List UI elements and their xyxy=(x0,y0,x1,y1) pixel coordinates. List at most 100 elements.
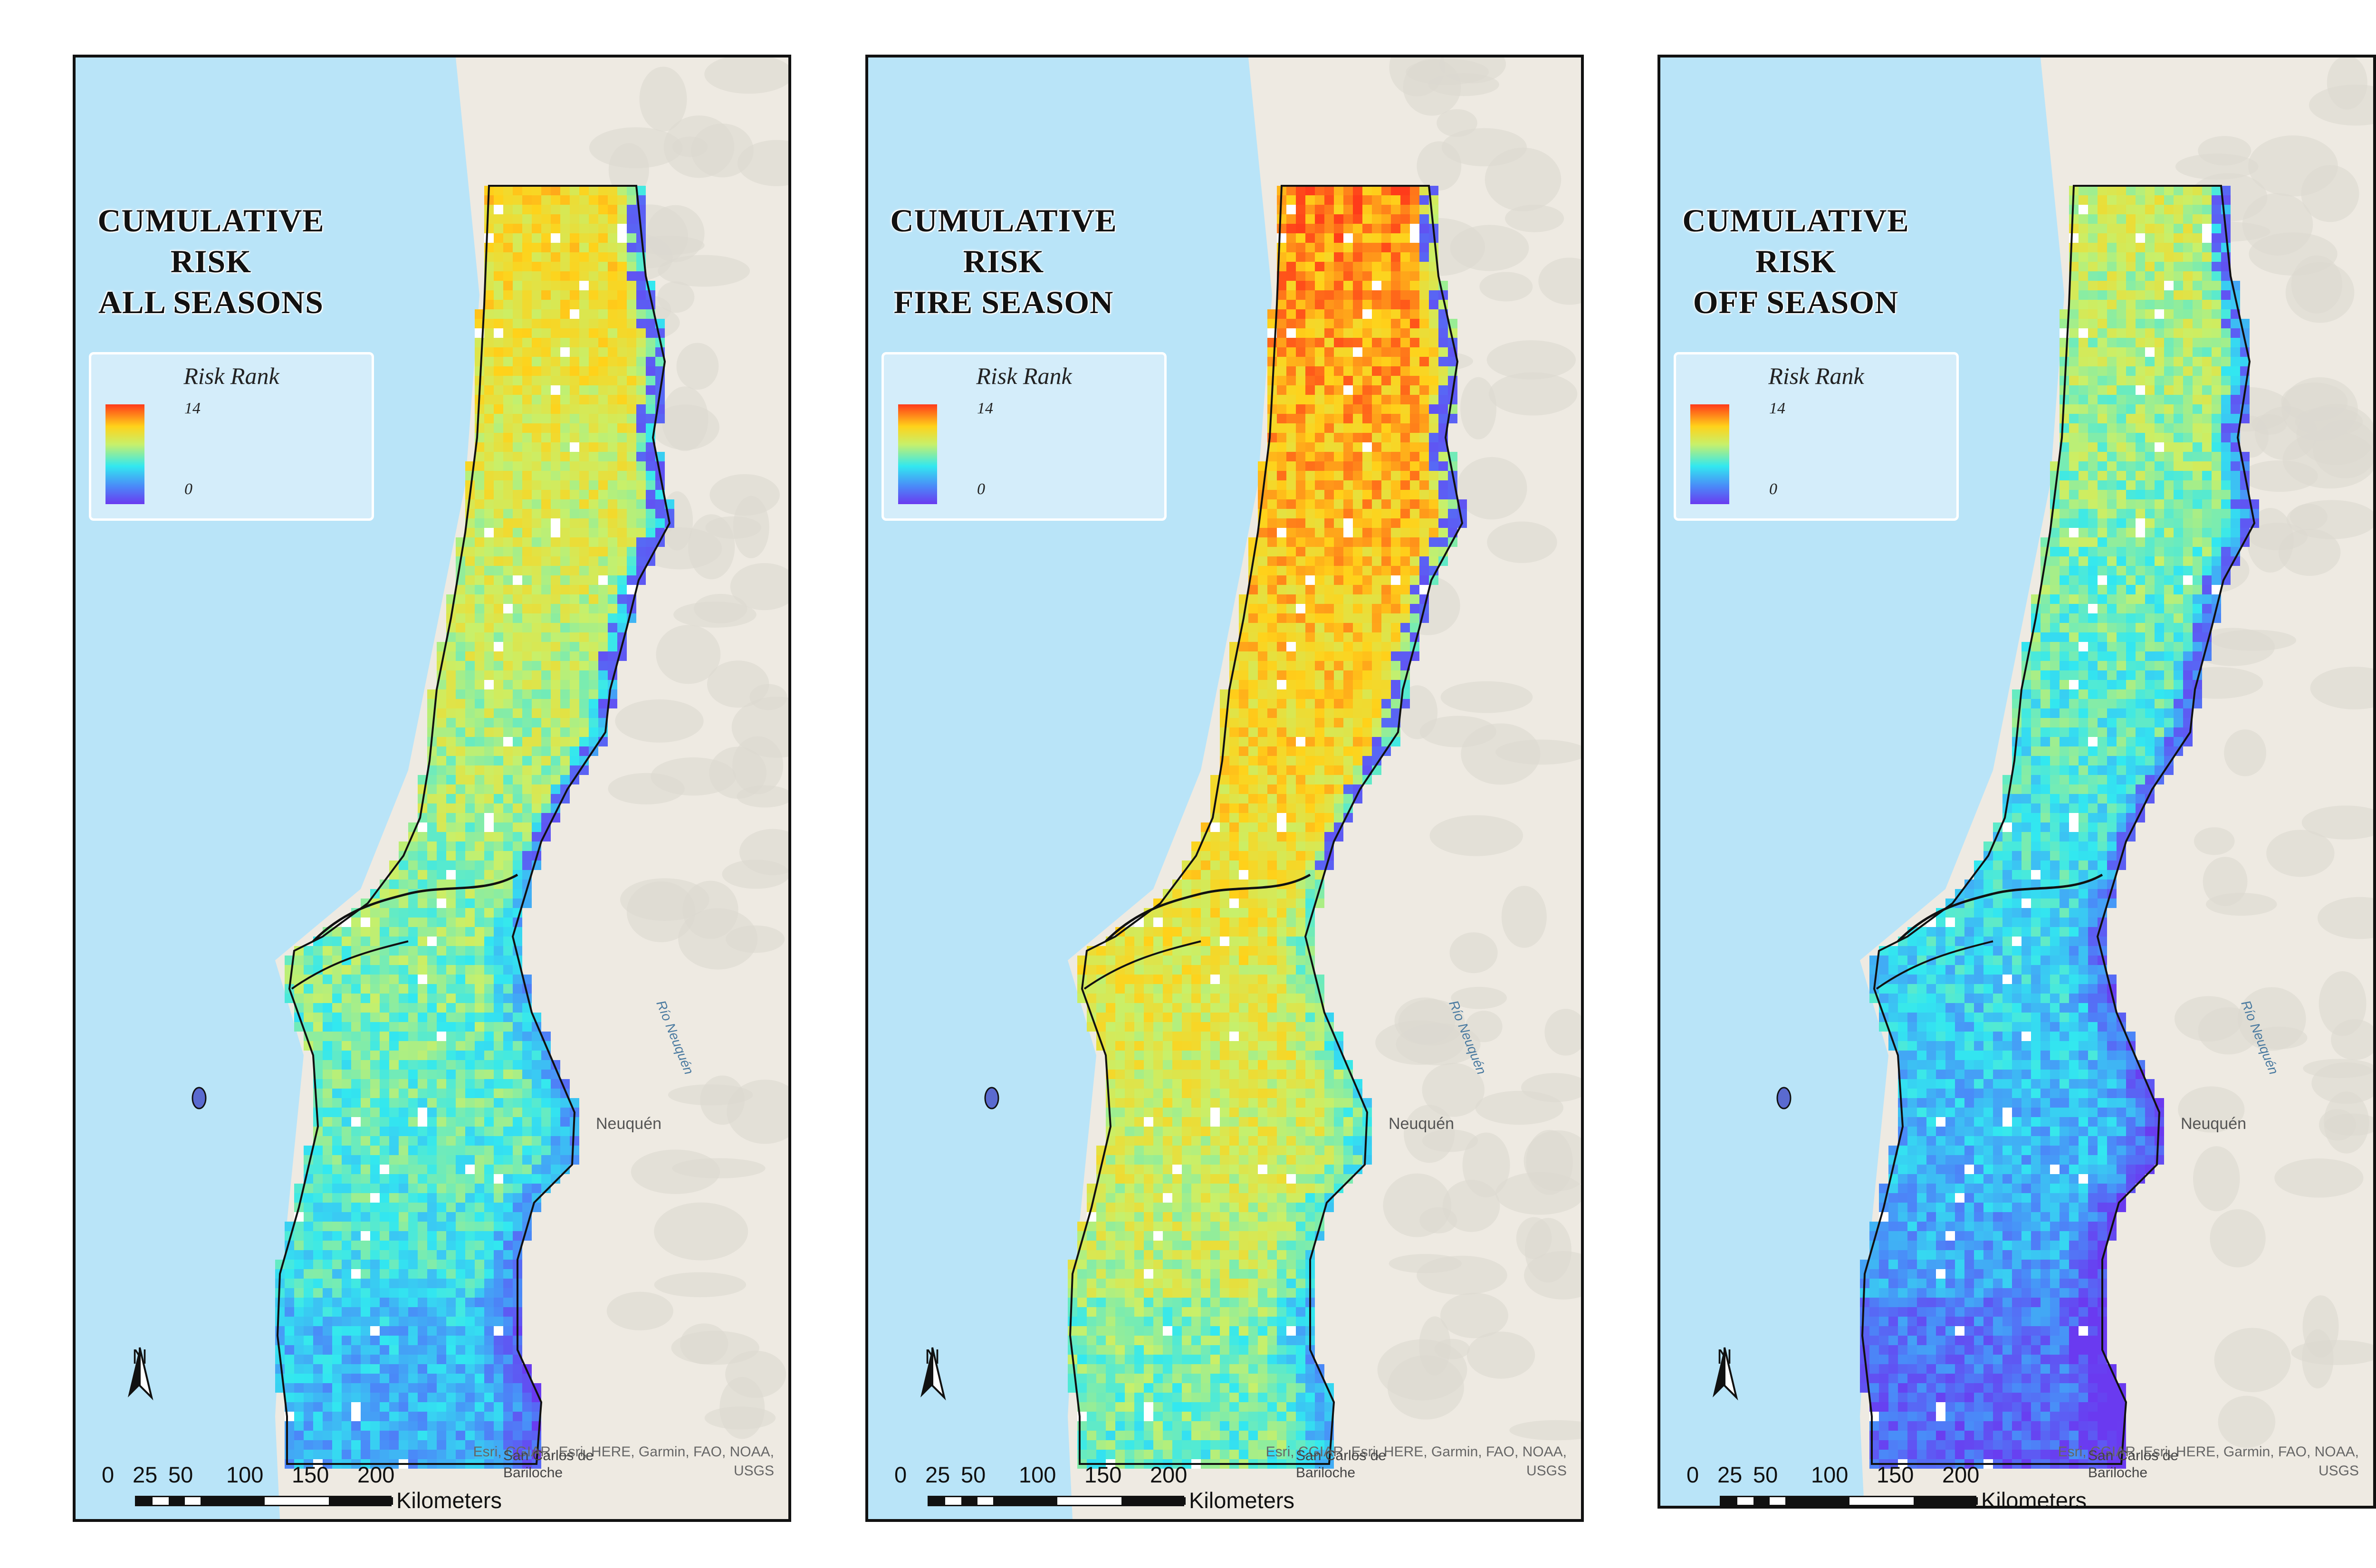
risk-cell xyxy=(1277,1003,1286,1013)
risk-cell xyxy=(332,1108,342,1117)
risk-cell xyxy=(1391,509,1400,518)
risk-cell xyxy=(465,699,475,708)
risk-cell xyxy=(1305,841,1315,851)
risk-cell xyxy=(1353,404,1362,414)
risk-cell xyxy=(1410,613,1419,623)
risk-cell xyxy=(560,328,570,338)
risk-cell xyxy=(1163,1022,1172,1032)
risk-cell xyxy=(351,1241,361,1250)
risk-cell xyxy=(1324,632,1334,642)
risk-cell xyxy=(503,433,513,442)
risk-cell xyxy=(1229,946,1239,956)
risk-cell xyxy=(1229,718,1239,727)
risk-cell xyxy=(313,1250,323,1260)
risk-cell xyxy=(1419,205,1429,214)
risk-cell xyxy=(446,1098,456,1108)
risk-cell xyxy=(446,1165,456,1174)
risk-cell xyxy=(380,1184,389,1193)
risk-cell xyxy=(465,604,475,613)
risk-cell xyxy=(541,689,551,699)
risk-cell xyxy=(579,319,589,328)
risk-cell xyxy=(627,509,636,518)
risk-cell xyxy=(513,290,522,300)
risk-cell xyxy=(389,1431,399,1440)
risk-cell xyxy=(522,1155,532,1165)
risk-cell xyxy=(418,1013,427,1022)
risk-cell xyxy=(294,1431,304,1440)
scale-tick-label: 100 xyxy=(226,1462,264,1487)
risk-cell xyxy=(570,319,579,328)
risk-cell xyxy=(427,1032,437,1041)
risk-cell xyxy=(1248,746,1258,756)
risk-cell xyxy=(627,262,636,271)
risk-cell xyxy=(275,1317,285,1326)
risk-cell xyxy=(1315,1013,1324,1022)
risk-cell xyxy=(598,433,608,442)
risk-cell xyxy=(1419,262,1429,271)
risk-cell xyxy=(1315,832,1324,841)
risk-cell xyxy=(332,946,342,956)
risk-cell xyxy=(1353,756,1362,765)
risk-cell xyxy=(1381,547,1391,556)
risk-cell xyxy=(1353,775,1362,784)
risk-cell xyxy=(503,699,513,708)
risk-cell xyxy=(598,708,608,718)
risk-cell xyxy=(465,566,475,575)
risk-cell xyxy=(513,756,522,765)
risk-cell xyxy=(1324,1060,1334,1070)
risk-cell xyxy=(560,556,570,566)
risk-cell xyxy=(1315,376,1324,385)
risk-cell xyxy=(1201,975,1210,984)
risk-cell xyxy=(1334,290,1343,300)
risk-cell xyxy=(503,813,513,822)
terrain-relief xyxy=(651,404,719,450)
risk-cell xyxy=(1305,651,1315,661)
risk-cell xyxy=(456,1279,465,1288)
risk-cell xyxy=(1229,1070,1239,1079)
risk-cell xyxy=(1334,718,1343,727)
risk-cell xyxy=(1277,366,1286,376)
risk-cell xyxy=(494,281,503,290)
risk-cell xyxy=(589,366,598,376)
risk-cell xyxy=(380,1070,389,1079)
risk-cell xyxy=(1448,414,1457,423)
risk-cell xyxy=(1410,604,1419,613)
risk-cell xyxy=(484,1070,494,1079)
risk-cell xyxy=(475,575,484,585)
risk-cell xyxy=(1286,433,1296,442)
risk-cell xyxy=(304,1345,313,1355)
risk-cell xyxy=(1191,1003,1201,1013)
risk-cell xyxy=(503,1060,513,1070)
risk-cell xyxy=(1144,927,1153,937)
risk-cell xyxy=(1220,1051,1229,1060)
risk-cell xyxy=(1400,699,1410,708)
risk-cell xyxy=(579,737,589,746)
risk-cell xyxy=(294,1298,304,1307)
risk-cell xyxy=(503,1193,513,1203)
risk-cell xyxy=(1429,262,1438,271)
risk-cell xyxy=(1258,870,1267,880)
risk-cell xyxy=(418,832,427,841)
risk-cell xyxy=(579,727,589,737)
risk-cell xyxy=(513,309,522,319)
risk-cell xyxy=(1410,461,1419,471)
risk-cell xyxy=(1315,547,1324,556)
risk-cell xyxy=(1324,423,1334,433)
risk-cell xyxy=(475,499,484,509)
terrain-relief xyxy=(1429,815,1523,856)
risk-cell xyxy=(456,1013,465,1022)
risk-cell xyxy=(304,1288,313,1298)
risk-cell xyxy=(1391,347,1400,357)
risk-cell xyxy=(1372,461,1381,471)
risk-cell xyxy=(475,841,484,851)
risk-cell xyxy=(1201,1013,1210,1022)
risk-cell xyxy=(408,1336,418,1345)
risk-cell xyxy=(465,1060,475,1070)
risk-cell xyxy=(1286,661,1296,670)
risk-cell xyxy=(408,927,418,937)
risk-cell xyxy=(589,404,598,414)
risk-cell xyxy=(1362,661,1372,670)
risk-cell xyxy=(475,366,484,376)
risk-cell xyxy=(1372,566,1381,575)
risk-cell xyxy=(532,661,541,670)
